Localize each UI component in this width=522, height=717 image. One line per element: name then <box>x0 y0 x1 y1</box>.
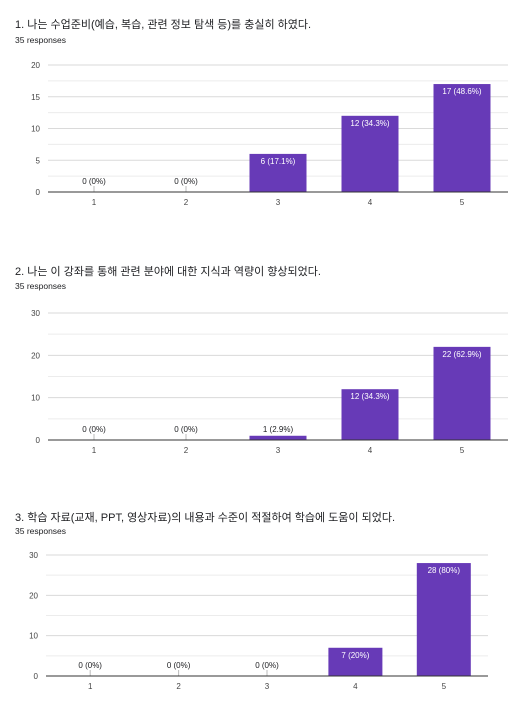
bar[interactable] <box>341 115 399 192</box>
bar-chart-2: 0 10 20 30 0 (0%) 1 0 (0%) 2 1 (2.9%) 3 12 (34.3%)… <box>31 309 508 455</box>
x-tick-label: 4 <box>368 198 373 207</box>
y-tick-label: 30 <box>31 309 40 318</box>
bar-value-label: 1 (2.9%) <box>263 425 294 434</box>
bar-chart-1: 0 5 10 15 20 0 (0%) 1 0 (0%) 2 6 (17.1%) 3 12 (34.3… <box>31 61 508 207</box>
bar[interactable] <box>416 563 471 676</box>
bar-value-label: 0 (0%) <box>174 177 198 186</box>
x-tick-label: 5 <box>460 446 465 455</box>
response-count: 35 responses <box>15 35 67 45</box>
bar-chart-3: 0 10 20 30 0 (0%) 1 0 (0%) 2 0 (0%) 3 7 (20%) 4 28 (… <box>29 551 488 691</box>
bar[interactable] <box>433 84 491 192</box>
question-1: 1. 나는 수업준비(예습, 복습, 관련 정보 탐색 등)를 충실히 하였다.… <box>0 0 522 235</box>
bar[interactable] <box>328 647 383 676</box>
bar[interactable] <box>341 389 399 440</box>
bar-value-label: 17 (48.6%) <box>442 87 481 96</box>
y-tick-label: 5 <box>36 156 41 165</box>
bar-value-label: 28 (80%) <box>428 566 461 575</box>
bar-value-label: 0 (0%) <box>167 661 191 670</box>
x-tick-label: 5 <box>442 682 447 691</box>
bar-value-label: 22 (62.9%) <box>442 350 481 359</box>
bar[interactable] <box>249 153 307 192</box>
bar[interactable] <box>433 346 491 440</box>
x-tick-label: 5 <box>460 198 465 207</box>
bar-value-label: 0 (0%) <box>82 177 106 186</box>
bar-value-label: 12 (34.3%) <box>350 392 389 401</box>
bar-value-label: 0 (0%) <box>174 425 198 434</box>
y-tick-label: 0 <box>36 188 41 197</box>
bar-value-label: 7 (20%) <box>341 651 369 660</box>
x-tick-label: 3 <box>276 446 281 455</box>
question-3: 3. 학습 자료(교재, PPT, 영상자료)의 내용과 수준이 적절하여 학습… <box>0 490 522 717</box>
question-title: 2. 나는 이 강좌를 통해 관련 분야에 대한 지식과 역량이 향상되었다. <box>15 266 321 278</box>
response-count: 35 responses <box>15 526 67 536</box>
y-tick-label: 20 <box>29 591 38 600</box>
x-tick-label: 4 <box>353 682 358 691</box>
y-tick-label: 10 <box>31 394 40 403</box>
y-tick-label: 30 <box>29 551 38 560</box>
question-title: 3. 학습 자료(교재, PPT, 영상자료)의 내용과 수준이 적절하여 학습… <box>15 512 396 524</box>
y-tick-label: 20 <box>31 61 40 70</box>
bar-value-label: 0 (0%) <box>82 425 106 434</box>
y-tick-label: 10 <box>29 632 38 641</box>
bar-value-label: 12 (34.3%) <box>350 119 389 128</box>
x-tick-label: 4 <box>368 446 373 455</box>
response-count: 35 responses <box>15 281 67 291</box>
y-tick-label: 0 <box>34 672 39 681</box>
y-tick-label: 0 <box>36 436 41 445</box>
x-tick-label: 1 <box>88 682 93 691</box>
x-tick-label: 1 <box>92 198 97 207</box>
bar-value-label: 0 (0%) <box>78 661 102 670</box>
y-tick-label: 20 <box>31 351 40 360</box>
y-tick-label: 10 <box>31 125 40 134</box>
bar-value-label: 6 (17.1%) <box>261 157 296 166</box>
y-tick-label: 15 <box>31 93 40 102</box>
bar-value-label: 0 (0%) <box>255 661 279 670</box>
question-title: 1. 나는 수업준비(예습, 복습, 관련 정보 탐색 등)를 충실히 하였다. <box>15 19 312 31</box>
question-2: 2. 나는 이 강좌를 통해 관련 분야에 대한 지식과 역량이 향상되었다. … <box>0 245 522 480</box>
x-tick-label: 2 <box>184 198 189 207</box>
x-tick-label: 3 <box>276 198 281 207</box>
x-tick-label: 3 <box>265 682 270 691</box>
x-tick-label: 1 <box>92 446 97 455</box>
x-tick-label: 2 <box>176 682 181 691</box>
x-tick-label: 2 <box>184 446 189 455</box>
bar[interactable] <box>249 435 307 440</box>
